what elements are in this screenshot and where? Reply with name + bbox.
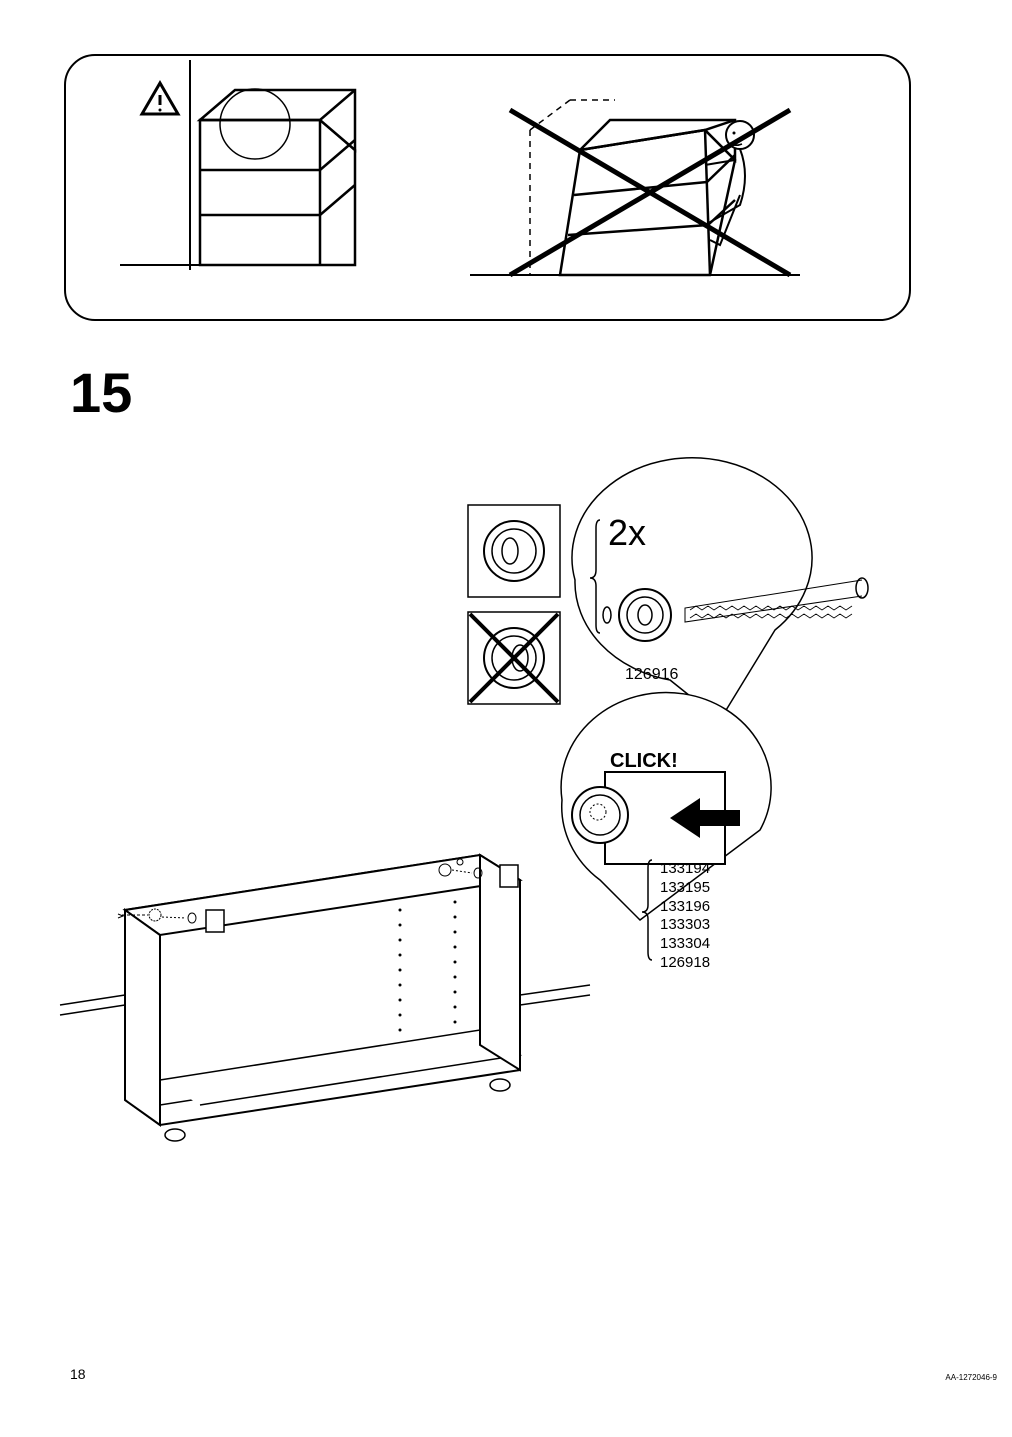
- part-num: 133303: [660, 916, 710, 935]
- click-part-numbers-list: 133194 133195 133196 133303 133304 12691…: [660, 860, 710, 973]
- diagram-container: [0, 0, 1012, 1432]
- part-num: 133304: [660, 935, 710, 954]
- part-num: 133196: [660, 898, 710, 917]
- document-id: AA-1272046-9: [945, 1373, 997, 1382]
- part-quantity: 2x: [608, 512, 646, 554]
- page-number: 18: [70, 1366, 86, 1382]
- screw-part-number: 126916: [625, 666, 678, 684]
- part-num: 126918: [660, 954, 710, 973]
- step-number: 15: [70, 360, 132, 425]
- part-num: 133195: [660, 879, 710, 898]
- click-label: CLICK!: [610, 750, 678, 773]
- part-num: 133194: [660, 860, 710, 879]
